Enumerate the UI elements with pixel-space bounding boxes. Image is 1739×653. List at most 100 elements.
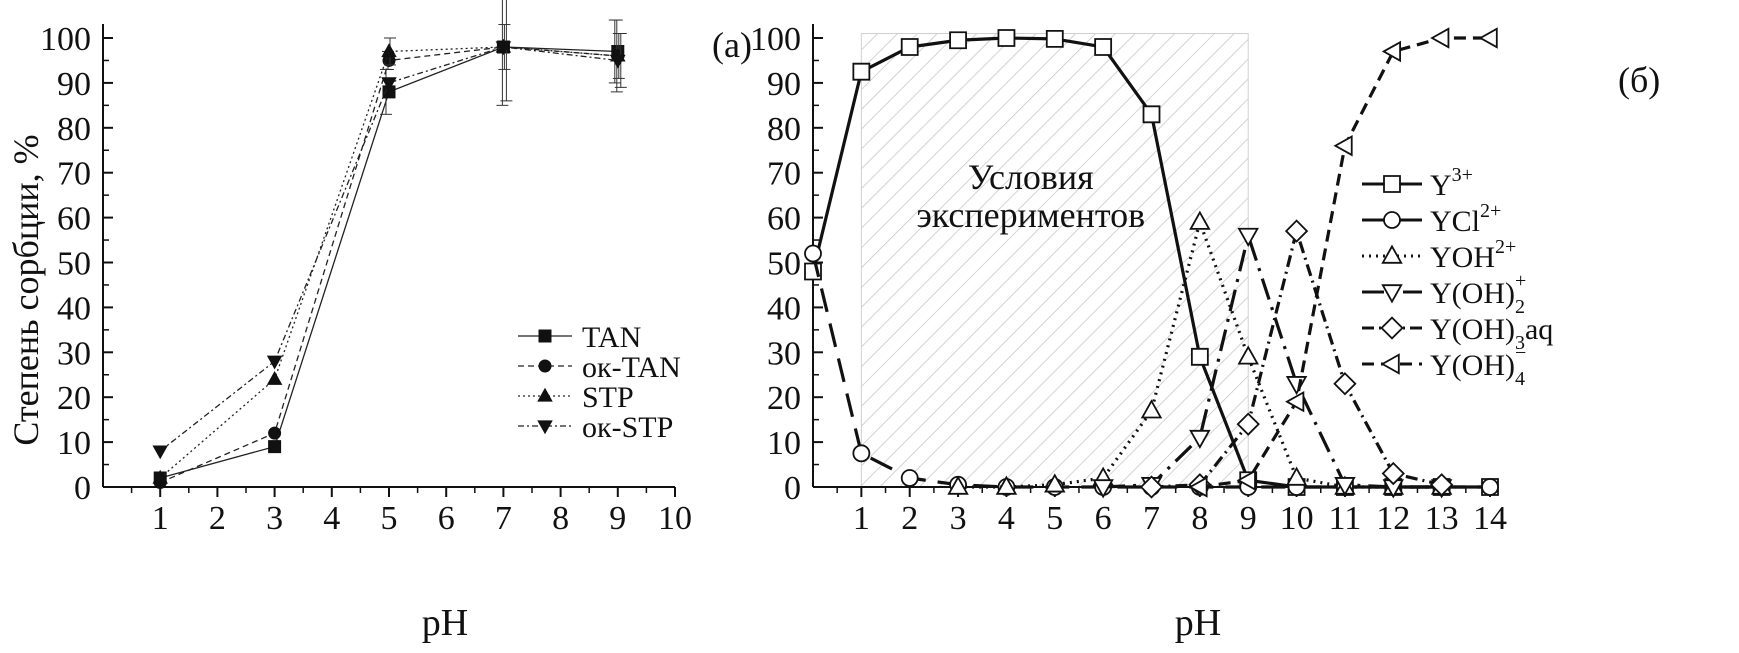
legend-label: Y3+ <box>1430 164 1473 202</box>
legend-marker <box>537 420 553 435</box>
legend-marker <box>538 329 552 343</box>
legend-marker <box>1383 175 1401 193</box>
series-line <box>159 46 618 479</box>
x-tick-label: 4 <box>323 500 340 537</box>
data-point <box>1478 27 1498 49</box>
x-tick-label: 7 <box>495 500 512 537</box>
legend-marker <box>1380 353 1400 375</box>
x-tick-label: 6 <box>1095 500 1112 537</box>
legend-item: TAN <box>518 321 641 354</box>
series-ок-STP <box>152 0 627 460</box>
data-point <box>381 77 397 92</box>
x-tick-label: 10 <box>658 500 692 537</box>
data-point <box>381 43 397 58</box>
chart-panel-b: Условия экспериментов 0 10 20 30 40 50 60 70 80 9… <box>750 21 1660 644</box>
data-point <box>1188 476 1208 498</box>
series-TAN <box>153 19 625 485</box>
x-tick-label: 2 <box>901 500 918 537</box>
data-point <box>949 31 967 50</box>
series-ок-TAN <box>153 0 625 490</box>
data-point <box>1429 473 1454 497</box>
legend-marker <box>1381 244 1403 264</box>
y-tick-label: 30 <box>57 335 91 372</box>
y-tick-label: 20 <box>57 380 91 417</box>
x-tick-label: 12 <box>1376 500 1410 537</box>
region-label-line-2: экспериментов <box>916 195 1145 235</box>
y-tick-label: 80 <box>767 111 801 148</box>
data-point <box>1381 461 1405 486</box>
y-tick-label: 40 <box>57 290 91 327</box>
legend-item: YCl2+ <box>1362 200 1501 238</box>
legend-label: YOH2+ <box>1430 236 1516 274</box>
x-tick-label: 5 <box>1046 500 1063 537</box>
legend-label: Y(OH)4− <box>1430 342 1526 390</box>
legend-label: STP <box>582 381 634 414</box>
data-point <box>947 475 969 495</box>
x-tick-label: 8 <box>1191 500 1208 537</box>
x-tick-label: 7 <box>1143 500 1160 537</box>
y-tick-label: 40 <box>767 290 801 327</box>
x-tick-label: 4 <box>998 500 1015 537</box>
legend-item: STP <box>518 381 634 414</box>
legend-item: Y(OH)3aq <box>1362 313 1553 354</box>
legend-marker <box>1383 211 1401 229</box>
x-tick-label: 14 <box>1473 500 1507 537</box>
data-point <box>266 355 283 370</box>
legend-label: YCl2+ <box>1430 200 1501 238</box>
y-tick-label: 0 <box>74 470 91 507</box>
data-point <box>1189 429 1211 450</box>
data-point <box>852 444 871 463</box>
y-tick-label: 100 <box>40 21 91 58</box>
data-point <box>1140 399 1163 419</box>
data-point <box>1334 477 1356 497</box>
y-axis-label-a: Степень сорбции, % <box>6 134 46 445</box>
y-tick-label: 100 <box>750 21 801 58</box>
x-tick-label: 10 <box>1280 500 1314 537</box>
y-tick-label: 50 <box>767 246 801 283</box>
data-point <box>997 29 1016 47</box>
x-tick-label: 1 <box>853 500 870 537</box>
data-point <box>152 469 168 484</box>
x-tick-label: 3 <box>950 500 967 537</box>
x-tick-label: 5 <box>381 500 398 537</box>
data-point <box>1237 227 1259 247</box>
series-group-b <box>804 27 1499 499</box>
series-line <box>1103 233 1442 489</box>
legend-item: ок-STP <box>518 411 673 444</box>
legend-marker <box>1381 284 1403 304</box>
y-tick-label: 10 <box>57 425 91 462</box>
data-point <box>610 54 626 69</box>
data-point <box>1333 135 1353 157</box>
legend-label: ок-TAN <box>582 351 681 384</box>
x-axis-label-b: pH <box>1175 602 1221 644</box>
legend-label: Y(OH)2+ <box>1430 270 1526 318</box>
data-point <box>900 469 919 487</box>
data-point <box>1430 27 1450 49</box>
data-point <box>1142 105 1161 124</box>
legend-item: ок-TAN <box>518 351 681 384</box>
data-point <box>1045 29 1064 48</box>
legend-marker <box>1380 316 1404 340</box>
data-point <box>1285 390 1305 413</box>
data-point <box>1284 219 1309 243</box>
data-point <box>1190 347 1209 366</box>
x-tick-label: 9 <box>1240 500 1257 537</box>
series-line <box>160 46 618 479</box>
data-point <box>152 445 168 460</box>
y-tick-label: 30 <box>767 335 801 372</box>
data-point <box>1092 479 1114 499</box>
data-point <box>1044 473 1066 493</box>
legend-item: YOH2+ <box>1362 236 1516 274</box>
panel-label-b: (б) <box>1618 60 1660 100</box>
y-tick-label: 20 <box>767 380 801 417</box>
x-tick-label: 6 <box>438 500 455 537</box>
series-Y(OH)4 <box>1188 27 1498 498</box>
legend-item: Y3+ <box>1362 164 1473 202</box>
data-point <box>1237 345 1259 365</box>
tick-labels-a: 0 10 20 30 40 50 60 70 80 90 100 1 2 3 4 5 6 7 8 9 10 <box>40 21 692 537</box>
